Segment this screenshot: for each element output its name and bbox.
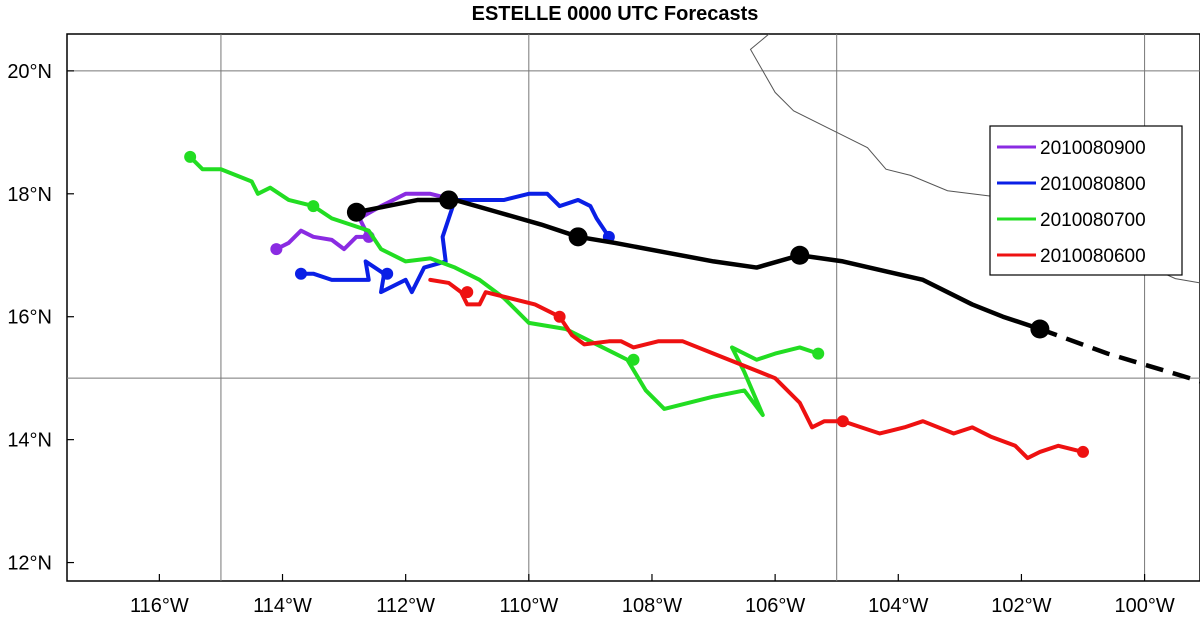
best-track-forecast-dashed-line <box>1039 326 1200 384</box>
legend: 2010080900 2010080800 2010080700 2010080600 <box>989 125 1183 276</box>
legend-label-2010080800: 2010080800 <box>1040 174 1146 195</box>
series-2010080600-point <box>1077 445 1090 458</box>
best-track-point <box>346 202 366 222</box>
x-tick-label: 104°W <box>868 595 928 617</box>
x-tick-label: 102°W <box>991 595 1051 617</box>
x-tick-label: 106°W <box>745 595 805 617</box>
best-track-point <box>790 245 810 265</box>
x-tick-label: 116°W <box>130 595 189 617</box>
series-layer <box>184 150 1200 461</box>
x-tick-label: 110°W <box>499 595 558 617</box>
x-tick-label: 114°W <box>253 595 312 617</box>
series-2010080600-line <box>428 277 1086 461</box>
best-track-point <box>439 190 459 210</box>
series-2010080700-point <box>627 353 640 366</box>
series-2010080700-point <box>812 347 825 360</box>
legend-label-2010080900: 2010080900 <box>1040 138 1146 159</box>
x-tick-label: 100°W <box>1114 595 1174 617</box>
y-tick-label: 18°N <box>7 184 52 206</box>
series-2010080900-line <box>274 191 457 252</box>
best-track-point <box>1030 319 1050 339</box>
series-2010080800-line <box>298 191 611 295</box>
series-2010080900-point <box>270 243 283 256</box>
y-tick-label: 12°N <box>7 553 52 575</box>
series-2010080700-point <box>184 150 197 163</box>
y-tick-label: 14°N <box>7 430 52 452</box>
series-2010080800-point <box>381 267 394 280</box>
best-track-line <box>354 197 1043 332</box>
tick-layer: 116°W 114°W 112°W 110°W 108°W 106°W 104°W 102°W… <box>7 61 1175 617</box>
series-2010080800-point <box>294 267 307 280</box>
series-2010080600-point <box>461 286 474 299</box>
series-2010080600-point <box>553 310 566 323</box>
x-tick-label: 112°W <box>376 595 435 617</box>
series-2010080600-point <box>836 415 849 428</box>
y-tick-label: 20°N <box>7 61 52 83</box>
series-2010080700-point <box>307 200 320 213</box>
legend-label-2010080700: 2010080700 <box>1040 210 1146 231</box>
grid-layer <box>67 34 1200 581</box>
series-2010080700-line <box>188 154 821 418</box>
best-track-point <box>568 227 588 247</box>
y-tick-label: 16°N <box>7 307 52 329</box>
chart-title: ESTELLE 0000 UTC Forecasts <box>472 3 759 25</box>
x-tick-label: 108°W <box>622 595 682 617</box>
plot-frame <box>66 33 1200 582</box>
legend-label-2010080600: 2010080600 <box>1040 246 1146 267</box>
legend-box <box>989 125 1183 276</box>
